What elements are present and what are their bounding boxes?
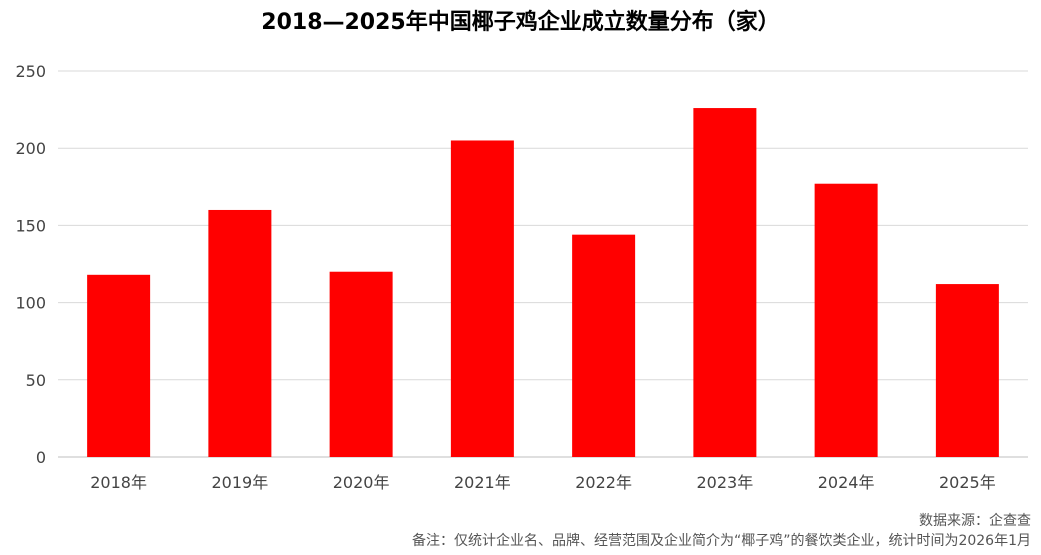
y-tick-label: 150 (15, 216, 46, 235)
y-tick-label: 0 (36, 448, 46, 467)
y-tick-label: 250 (15, 62, 46, 81)
bar (693, 108, 757, 457)
x-axis: 2018年 2019年 2020年 2021年 2022年 2023年 2024年 2025年 (90, 473, 995, 492)
bar (87, 274, 151, 457)
y-tick-label: 100 (15, 294, 46, 313)
bar (935, 284, 999, 457)
x-tick-label: 2025年 (939, 473, 996, 492)
bar-chart: 0 50 100 150 200 250 2018年 2019年 2020年 2021年 2022… (15, 62, 1028, 492)
x-tick-label: 2019年 (212, 473, 269, 492)
x-tick-label: 2024年 (818, 473, 875, 492)
x-tick-label: 2021年 (454, 473, 511, 492)
y-tick-label: 200 (15, 139, 46, 158)
y-tick-label: 50 (26, 371, 46, 390)
bars (87, 108, 999, 458)
bar (814, 183, 878, 457)
bar (572, 234, 636, 457)
bar (329, 271, 393, 457)
gridlines (58, 70, 1028, 458)
x-tick-label: 2022年 (575, 473, 632, 492)
chart-title: 2018—2025年中国椰子鸡企业成立数量分布（家） (261, 10, 780, 35)
x-tick-label: 2020年 (333, 473, 390, 492)
footnote: 备注：仅统计企业名、品牌、经营范围及企业简介为“椰子鸡”的餐饮类企业，统计时间为… (411, 533, 1031, 549)
x-tick-label: 2023年 (697, 473, 754, 492)
x-tick-label: 2018年 (90, 473, 147, 492)
bar (208, 209, 272, 457)
data-source: 数据来源：企查查 (919, 513, 1031, 529)
y-axis: 0 50 100 150 200 250 (15, 62, 46, 467)
bar (450, 140, 514, 458)
